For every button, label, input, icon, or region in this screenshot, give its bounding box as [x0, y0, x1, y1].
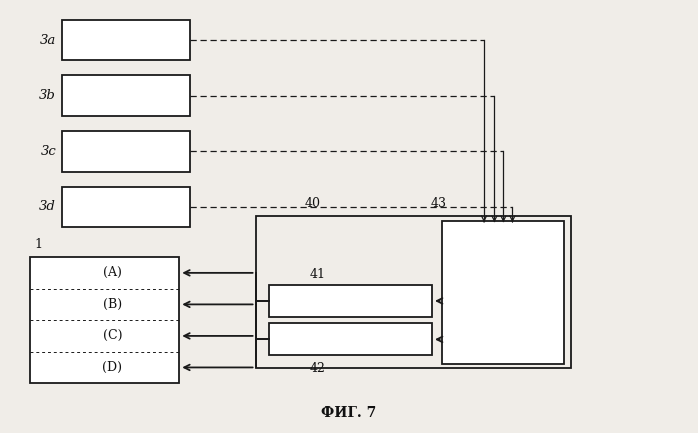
Bar — [61, 131, 190, 171]
Text: (B): (B) — [103, 298, 122, 311]
Bar — [255, 216, 570, 368]
Text: 3d: 3d — [39, 200, 56, 213]
Text: (A): (A) — [103, 266, 121, 279]
Text: 3b: 3b — [39, 89, 56, 102]
Text: 3c: 3c — [40, 145, 56, 158]
Bar — [61, 187, 190, 227]
Text: 1: 1 — [34, 238, 42, 251]
Bar — [61, 20, 190, 61]
Text: (D): (D) — [103, 361, 122, 374]
Text: 42: 42 — [310, 362, 326, 375]
Bar — [61, 75, 190, 116]
Bar — [269, 323, 432, 355]
Bar — [31, 257, 179, 383]
Bar — [443, 221, 564, 364]
Text: 41: 41 — [310, 268, 326, 281]
Text: 40: 40 — [304, 197, 320, 210]
Text: ФИГ. 7: ФИГ. 7 — [321, 406, 377, 420]
Bar — [269, 285, 432, 317]
Text: 3a: 3a — [40, 34, 56, 47]
Text: 43: 43 — [431, 197, 447, 210]
Text: (C): (C) — [103, 330, 122, 343]
